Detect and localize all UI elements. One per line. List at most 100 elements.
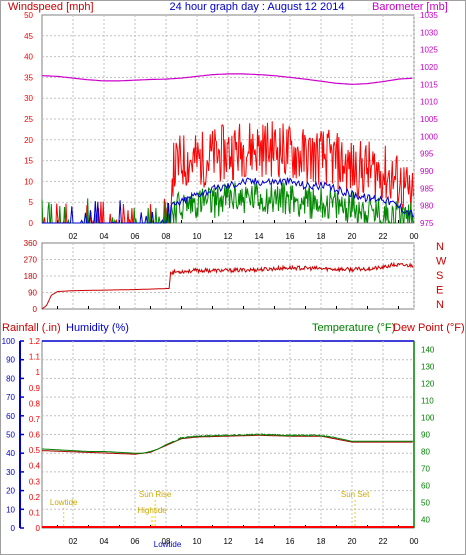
humidity-tick-label: 70 (6, 393, 15, 402)
annotation-label: Sun Rise (139, 490, 172, 499)
direction-series (41, 261, 414, 310)
barometer-tick-label: 1020 (420, 63, 438, 72)
humidity-tick-label: 50 (6, 431, 15, 440)
humidity-tick-label: 10 (6, 505, 15, 514)
barometer-tick-label: 995 (420, 150, 434, 159)
annotation-label: Lowtide (154, 540, 182, 549)
direction-degree-label: 90 (28, 289, 37, 298)
temperature-x-tick-label: 20 (348, 537, 357, 546)
humidity-tick-label: 0 (11, 524, 16, 533)
wind-direction-line (41, 261, 414, 310)
compass-label: N (436, 299, 444, 311)
direction-panel-x-ticks (57, 306, 399, 309)
windspeed-tick-label: 0 (29, 219, 34, 228)
temperature-x-tick-label: 14 (255, 537, 264, 546)
humidity-tick-label: 30 (6, 468, 15, 477)
temperature-tick-label: 80 (421, 448, 430, 457)
barometer-tick-label: 1015 (420, 80, 438, 89)
rainfall-tick-label: 1 (36, 368, 41, 377)
temperature-x-tick-label: 00 (410, 537, 419, 546)
wind-x-tick-label: 22 (379, 232, 388, 241)
rainfall-tick-label: 1.2 (29, 337, 41, 346)
compass-label: W (436, 256, 447, 268)
graph-title: 24 hour graph day : August 12 2014 (170, 1, 345, 13)
barometer-tick-label: 1030 (420, 28, 438, 37)
windspeed-tick-label: 45 (24, 32, 33, 41)
dewpoint-line (41, 434, 413, 455)
barometer-tick-label: 1005 (420, 115, 438, 124)
humidity-tick-label: 60 (6, 412, 15, 421)
dewpoint-axis-label: Dew Point (°F) (393, 322, 465, 334)
wind-series (41, 73, 415, 224)
windspeed-tick-labels: 0 5 10 15 20 25 30 35 40 45 50 (24, 11, 33, 228)
rainfall-tick-label: 0.3 (29, 477, 41, 486)
windspeed-tick-label: 50 (24, 11, 33, 20)
temperature-line (41, 433, 414, 454)
rainfall-tick-labels: 0 0.1 0.2 0.3 0.4 0.5 0.6 0.7 0.8 0.9 1 1.1 1.2 (29, 337, 41, 533)
rainfall-tick-label: 0 (36, 524, 41, 533)
windspeed-tick-label: 5 (29, 198, 34, 207)
wind-x-tick-label: 18 (317, 232, 326, 241)
wind-x-tick-label: 00 (410, 232, 419, 241)
compass-label: E (436, 285, 443, 297)
barometer-tick-label: 1025 (420, 46, 438, 55)
temperature-x-tick-label: 22 (379, 537, 388, 546)
direction-degree-label: 360 (24, 239, 38, 248)
rainfall-axis-label: Rainfall (.in) (2, 322, 61, 334)
temperature-x-tick-label: 12 (224, 537, 233, 546)
direction-panel-grid (42, 243, 415, 309)
annotation-label: Hightide (137, 506, 167, 515)
compass-label: S (436, 270, 443, 282)
windspeed-line (42, 121, 414, 224)
barometer-axis-label: Barometer [mb] (372, 1, 448, 13)
barometer-tick-label: 985 (420, 184, 434, 193)
rainfall-tick-label: 0.4 (29, 462, 41, 471)
wind-x-tick-label: 12 (224, 232, 233, 241)
rainfall-tick-label: 0.8 (29, 399, 41, 408)
wind-x-tick-label: 20 (348, 232, 357, 241)
direction-degree-labels: 0 90 180 270 360 (24, 239, 38, 314)
barometer-tick-label: 1000 (420, 132, 438, 141)
temperature-tick-label: 50 (421, 499, 430, 508)
temperature-tick-labels: 40 50 60 70 80 90 100 110 120 130 140 (413, 341, 435, 528)
barometer-tick-labels: 975 980 985 990 995 1000 1005 1010 1015 1020 1025 1… (420, 11, 438, 228)
humidity-tick-label: 40 (6, 449, 15, 458)
humidity-tick-label: 90 (6, 356, 15, 365)
windspeed-tick-label: 35 (24, 73, 33, 82)
barometer-tick-label: 975 (420, 219, 434, 228)
temperature-series (41, 433, 414, 528)
barometer-tick-label: 980 (420, 202, 434, 211)
temperature-tick-label: 60 (421, 482, 430, 491)
compass-label: N (436, 241, 444, 253)
windspeed-tick-label: 15 (24, 157, 33, 166)
temperature-axis-label: Temperature (°F) (312, 322, 395, 334)
temperature-tick-label: 90 (421, 431, 430, 440)
temperature-tick-label: 130 (421, 363, 435, 372)
temperature-x-tick-label: 16 (286, 537, 295, 546)
wind-x-tick-label: 06 (131, 232, 140, 241)
windspeed-tick-label: 25 (24, 115, 33, 124)
humidity-tick-labels: 0 10 20 30 40 50 60 70 80 90 100 (2, 337, 24, 533)
humidity-tick-label: 80 (6, 374, 15, 383)
windspeed-tick-label: 20 (24, 136, 33, 145)
windspeed-tick-label: 10 (24, 177, 33, 186)
rainfall-tick-label: 0.7 (29, 415, 41, 424)
temperature-x-tick-label: 10 (193, 537, 202, 546)
barometer-tick-label: 1035 (420, 11, 438, 20)
annotation-label: Lowtide (50, 498, 78, 507)
direction-degree-label: 180 (24, 272, 38, 281)
temperature-x-tick-label: 06 (131, 537, 140, 546)
humidity-tick-label: 100 (2, 337, 16, 346)
barometer-tick-label: 990 (420, 167, 434, 176)
wind-panel-x-ticks: 02 04 06 08 10 12 14 16 18 20 22 00 (57, 220, 419, 241)
humidity-tick-label: 20 (6, 487, 15, 496)
temperature-tick-label: 40 (421, 516, 430, 525)
wind-x-tick-label: 16 (286, 232, 295, 241)
wind-x-tick-label: 04 (100, 232, 109, 241)
temperature-tick-label: 110 (421, 397, 434, 406)
rainfall-tick-label: 0.2 (29, 493, 41, 502)
rainfall-tick-label: 0.9 (29, 384, 41, 393)
